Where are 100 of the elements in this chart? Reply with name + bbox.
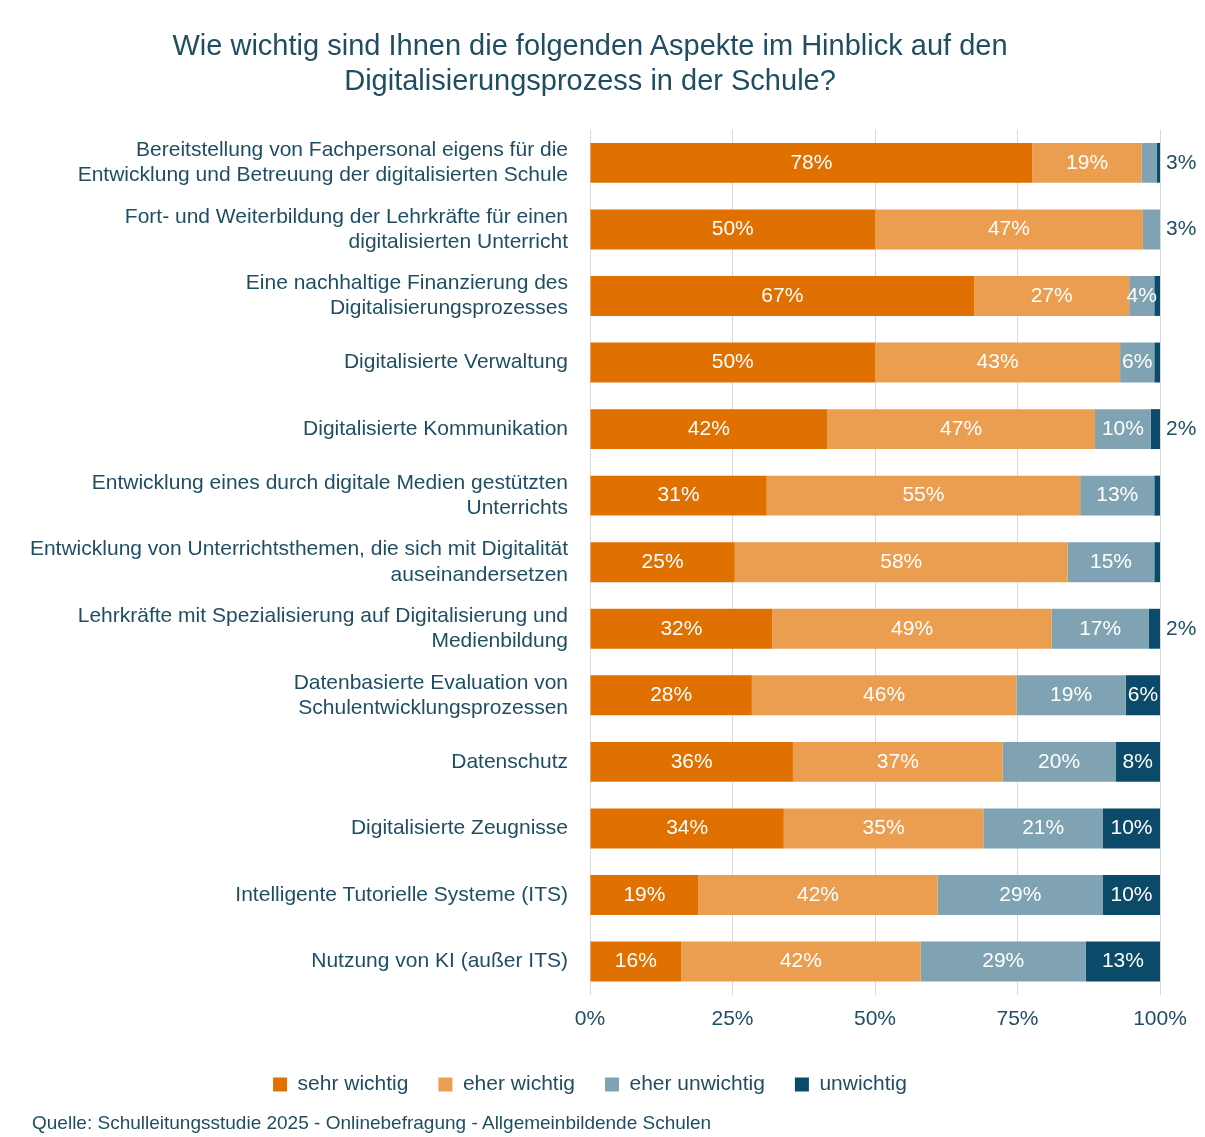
data-label: 2% — [1166, 615, 1197, 639]
legend-label: eher unwichtig — [629, 1071, 765, 1095]
data-label: 47% — [940, 415, 983, 439]
data-label: 29% — [982, 948, 1025, 972]
bar — [1154, 475, 1160, 516]
bar — [766, 475, 1081, 516]
bar — [590, 342, 875, 383]
y-tick-label: Digitalisierte Kommunikation — [303, 415, 568, 439]
bar — [1002, 741, 1116, 782]
data-label: 3% — [1166, 216, 1197, 240]
y-tick-label: Fort- und Weiterbildung der Lehrkräfte für einen digitalisierten Unterricht — [124, 203, 569, 252]
data-label: 28% — [650, 682, 693, 706]
data-label: 36% — [670, 748, 713, 772]
y-tick-label: Datenschutz — [451, 748, 568, 772]
bar — [875, 342, 1121, 383]
data-label: 13% — [1096, 482, 1139, 506]
bar — [827, 409, 1096, 450]
data-label: 78% — [790, 149, 833, 173]
bar — [590, 142, 1033, 183]
bar — [983, 808, 1103, 849]
data-label: 10% — [1101, 415, 1144, 439]
bar — [1067, 542, 1155, 583]
bar — [698, 875, 938, 915]
source-note: Quelle: Schulleitungsstudie 2025 - Onlinebefragung - Allgemeinbildende Schulen — [32, 1112, 712, 1134]
data-label: 19% — [1066, 149, 1109, 173]
y-tick-label: Bereitstellung von Fachpersonal eigens für die Entwicklung und Betreuung der digitalisierten Schule — [77, 137, 568, 186]
x-tick-label: 0% — [574, 1006, 606, 1030]
bar — [590, 542, 735, 583]
data-label: 29% — [999, 881, 1042, 905]
bar — [1154, 342, 1160, 383]
y-tick-label: Eine nachhaltige Finanzierung des Digitalisierungsprozesses — [245, 270, 568, 319]
chart-title: Wie wichtig sind Ihnen die folgenden Aspekte im Hinblick auf den Digitalisierungsprozess in der Schule? — [172, 29, 1008, 97]
bar — [1051, 608, 1149, 649]
y-tick-label: Entwicklung eines durch digitale Medien gestützten Unterrichts — [91, 469, 568, 519]
y-tick-label: Intelligente Tutorielle Systeme (ITS) — [235, 881, 568, 905]
data-label: 19% — [1050, 682, 1093, 706]
bar — [751, 675, 1017, 716]
bar — [1142, 209, 1160, 250]
bar — [875, 209, 1143, 250]
data-label: 37% — [876, 748, 919, 772]
data-label: 3% — [1166, 149, 1197, 173]
bar — [1150, 409, 1160, 450]
bar — [590, 209, 875, 250]
data-label: 16% — [614, 948, 657, 972]
bar — [937, 875, 1103, 915]
y-tick-label: Entwicklung von Unterrichtsthemen, die sich mit Digitalität auseinandersetzen — [29, 536, 569, 585]
data-label: 17% — [1079, 615, 1122, 639]
legend-label: unwichtig — [819, 1071, 907, 1095]
data-label: 27% — [1030, 282, 1073, 306]
bar — [772, 608, 1052, 649]
data-label: 47% — [987, 216, 1030, 240]
data-label: 6% — [1127, 682, 1159, 706]
bar — [1016, 675, 1126, 716]
data-label: 10% — [1110, 815, 1153, 839]
data-label: 46% — [863, 682, 906, 706]
data-label: 55% — [902, 482, 945, 506]
data-label: 34% — [666, 815, 709, 839]
x-tick-label: 75% — [996, 1006, 1039, 1030]
y-tick-label: Digitalisierte Zeugnisse — [350, 815, 568, 839]
x-tick-label: 100% — [1133, 1006, 1187, 1030]
data-label: 20% — [1038, 748, 1081, 772]
data-label: 21% — [1022, 815, 1065, 839]
y-tick-label: Datenbasierte Evaluation von Schulentwicklungsprozessen — [293, 669, 568, 718]
bar — [590, 608, 773, 649]
legend-label: sehr wichtig — [297, 1071, 409, 1095]
data-label: 50% — [711, 349, 754, 373]
data-label: 42% — [687, 415, 730, 439]
bar — [590, 276, 975, 316]
data-label: 67% — [761, 282, 804, 306]
x-tick-label: 25% — [711, 1006, 754, 1030]
data-label: 43% — [976, 349, 1019, 373]
x-tick-label: 50% — [853, 1006, 897, 1030]
data-label: 8% — [1122, 748, 1153, 772]
bar — [783, 808, 984, 849]
bar — [1154, 542, 1160, 583]
bar — [1080, 475, 1155, 516]
data-label: 31% — [657, 482, 700, 506]
bar — [681, 941, 921, 982]
data-label: 42% — [779, 948, 822, 972]
data-label: 15% — [1089, 549, 1132, 572]
bar — [1154, 276, 1160, 316]
bar — [590, 808, 784, 849]
bar — [1148, 608, 1160, 649]
data-label: 50% — [711, 216, 754, 240]
data-label: 49% — [891, 615, 934, 639]
bar — [1032, 142, 1142, 183]
bar — [920, 941, 1086, 982]
data-label: 2% — [1166, 415, 1197, 439]
bar — [590, 875, 699, 915]
bar — [590, 409, 828, 450]
bar — [590, 741, 793, 782]
bar — [734, 542, 1068, 583]
data-label: 35% — [862, 815, 905, 839]
data-label: 25% — [641, 549, 684, 572]
data-label: 58% — [880, 549, 923, 572]
data-label: 42% — [796, 881, 840, 905]
legend-label: eher wichtig — [462, 1071, 575, 1095]
data-label: 13% — [1101, 948, 1144, 972]
data-label: 19% — [623, 881, 666, 905]
bar — [590, 475, 767, 516]
